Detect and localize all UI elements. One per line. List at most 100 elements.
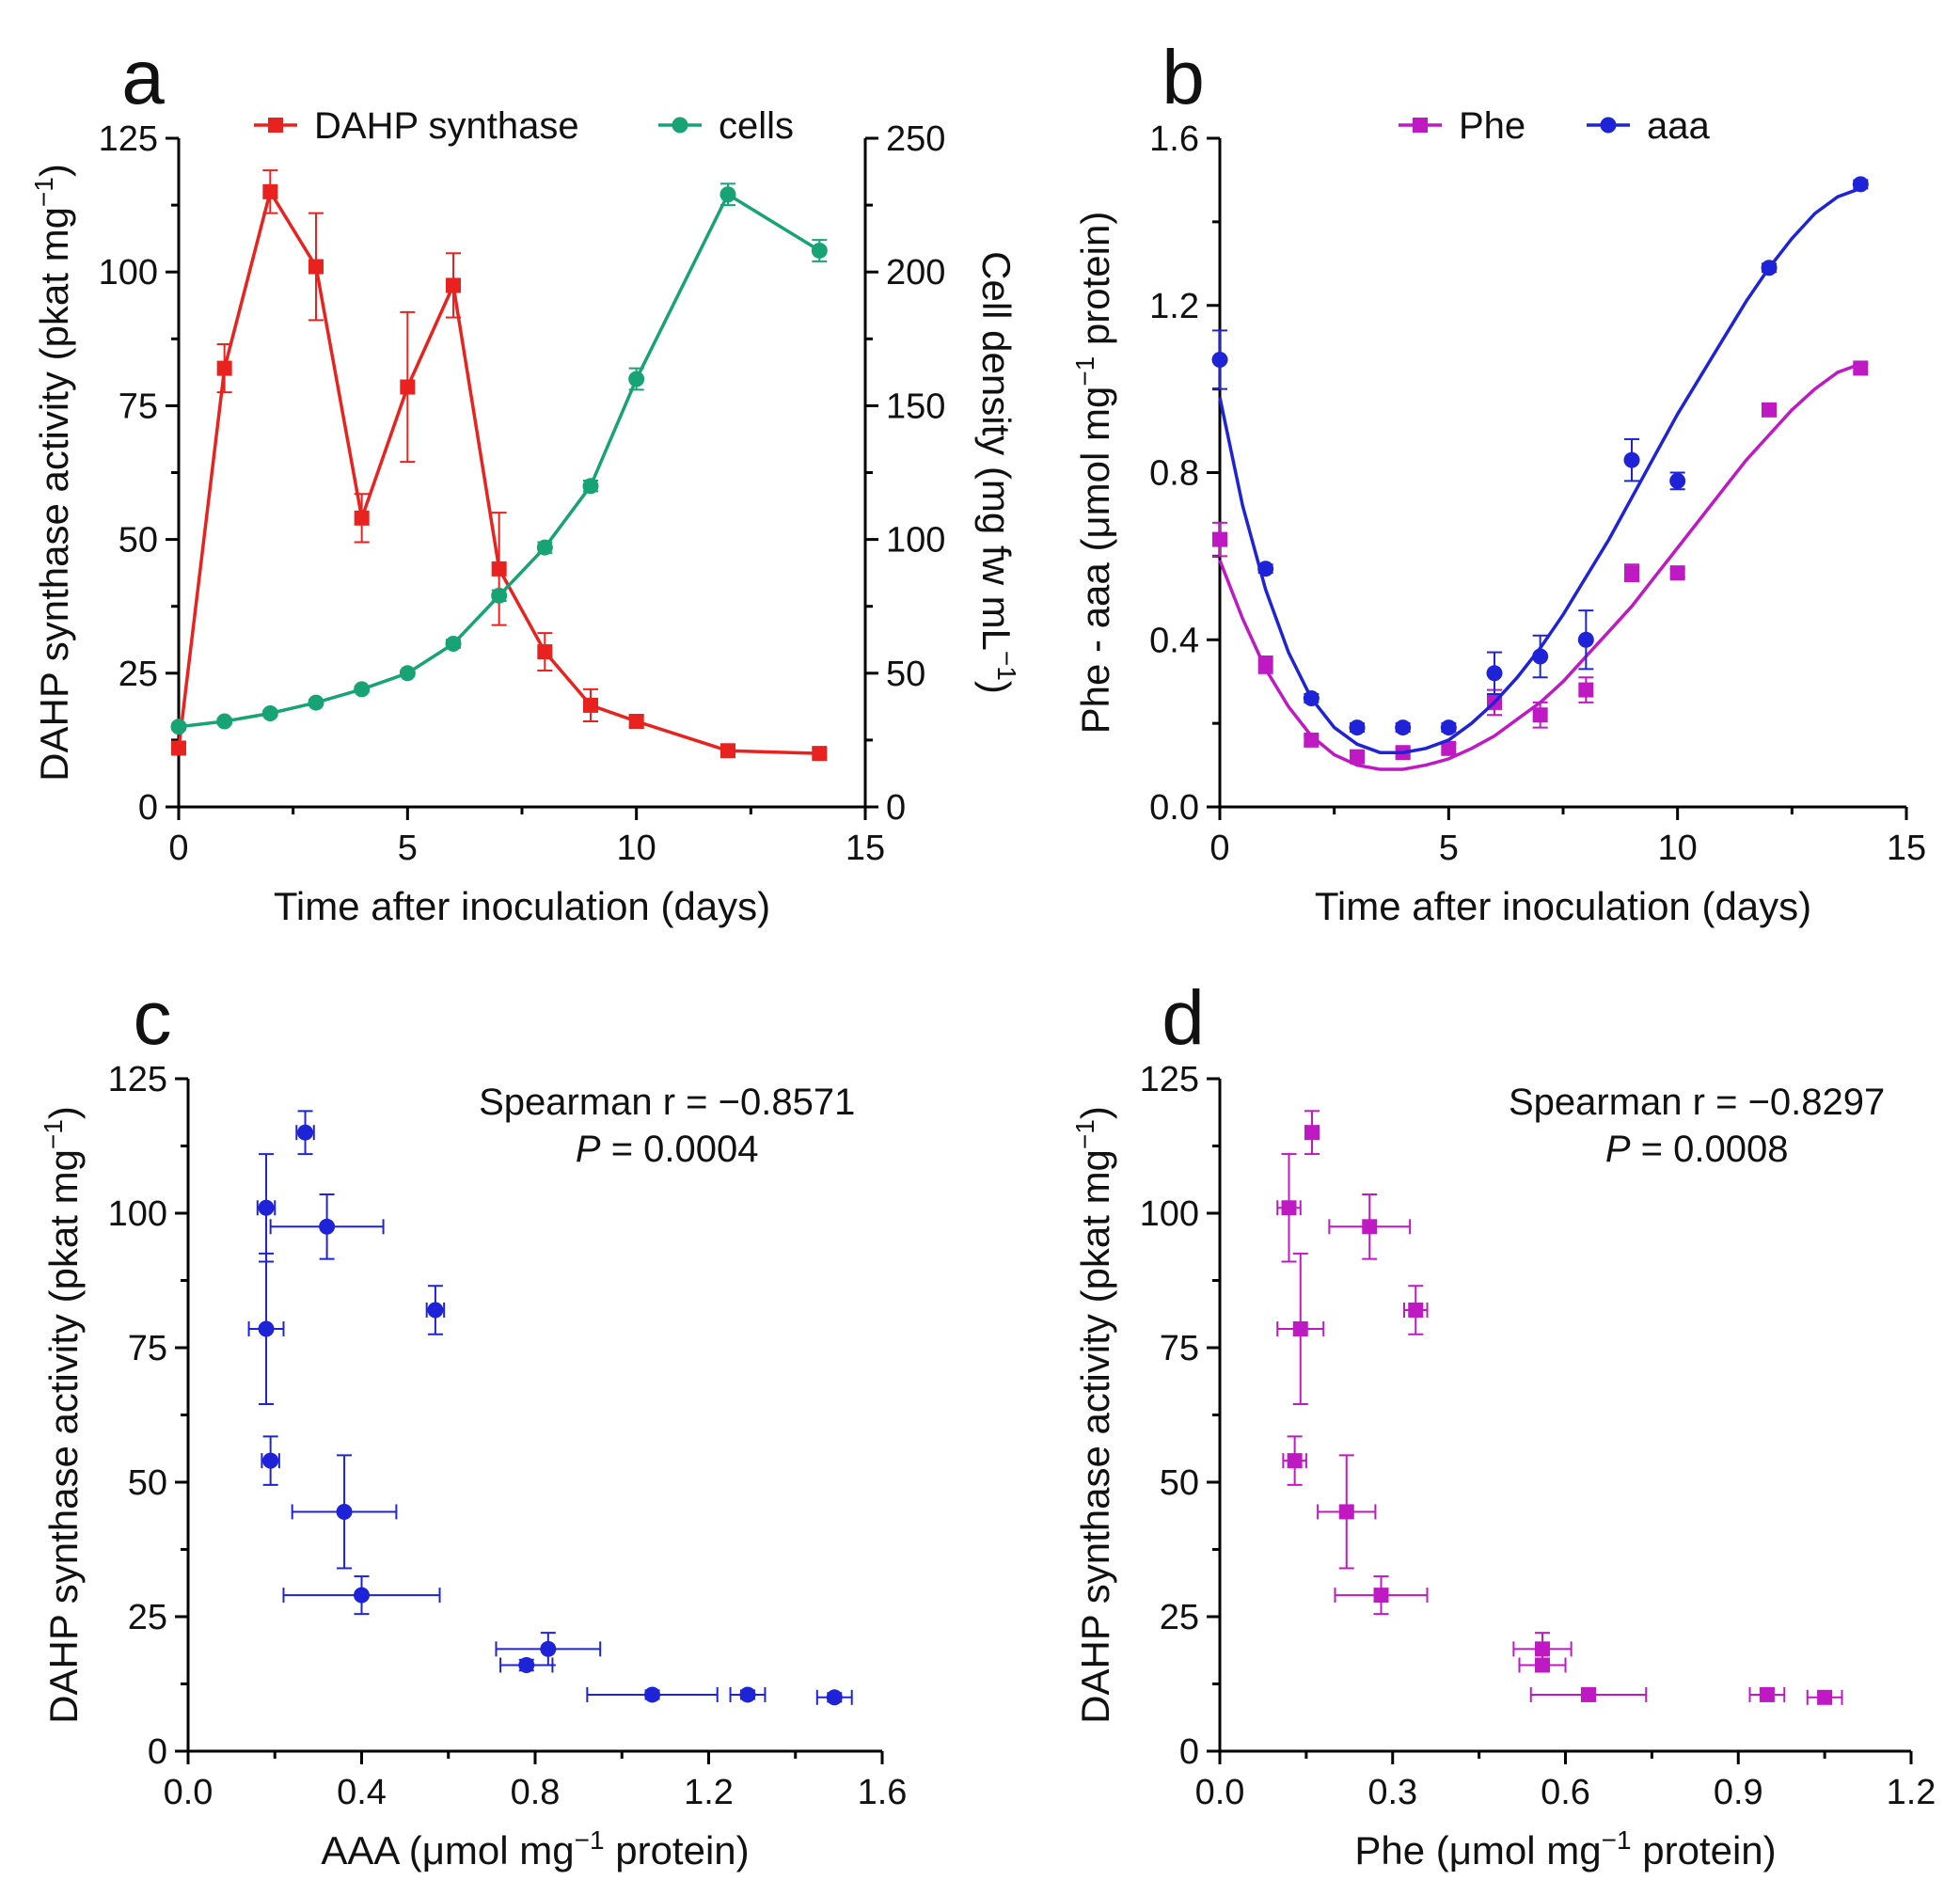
legend-label: Phe [1459, 105, 1525, 147]
panel-letter: a [121, 35, 165, 120]
y-axis-title: Phe - aaa (μmol mg−1 protein) [1070, 212, 1117, 735]
data-point [258, 1320, 275, 1337]
x-tick-label: 0 [1209, 829, 1229, 868]
y2-tick-label: 250 [886, 119, 945, 159]
data-point [536, 539, 553, 556]
data-point [1211, 352, 1228, 369]
data-point [1759, 1686, 1775, 1702]
x-tick-label: 0.8 [511, 1773, 561, 1812]
spearman-r: Spearman r = −0.8297 [1509, 1082, 1885, 1123]
data-point [1304, 732, 1320, 748]
data-point [812, 746, 828, 762]
y-tick-label: 0 [148, 1732, 167, 1772]
panel-c: c 0.0 0.4 0.8 1.2 1.6 0 25 50 75 100 125 AAA (μmol m… [39, 975, 907, 1872]
x-tick-label: 5 [1439, 829, 1459, 868]
y-tick-label: 0 [1179, 1732, 1199, 1772]
y2-axis-title: Cell density (mg fw mL−1) [974, 251, 1021, 694]
y-tick-label: 1.2 [1149, 287, 1199, 326]
data-point [1669, 565, 1685, 581]
data-point [1624, 565, 1639, 581]
y-tick-label: 100 [99, 253, 158, 292]
y-tick-label: 0.8 [1149, 454, 1199, 494]
legend-label: aaa [1647, 105, 1710, 147]
y2-tick-label: 50 [886, 655, 925, 694]
y-tick-label: 0.0 [1149, 788, 1199, 828]
data-point [1532, 707, 1548, 723]
data-point [354, 510, 370, 526]
x-tick-label: 0.0 [1195, 1773, 1245, 1812]
data-point [1535, 1657, 1550, 1673]
data-point [308, 259, 324, 275]
x-axis-title: Time after inoculation (days) [274, 884, 770, 928]
panel-letter: d [1162, 975, 1205, 1061]
data-point [262, 1452, 279, 1469]
data-point [399, 665, 416, 682]
data-point [1440, 719, 1457, 736]
y-tick-label: 0.4 [1149, 621, 1199, 660]
y-tick-label: 50 [119, 521, 158, 561]
data-point [628, 713, 644, 729]
data-point [1395, 719, 1412, 736]
legend-marker [1600, 117, 1617, 134]
series-phe-vs-dahp-synthase [1276, 1110, 1843, 1705]
x-tick-label: 1.6 [858, 1773, 908, 1812]
series-phe [1212, 360, 1869, 771]
data-point [1852, 176, 1869, 193]
y-tick-label: 1.6 [1149, 119, 1199, 159]
data-point [1486, 665, 1503, 682]
data-point [1362, 1219, 1378, 1235]
data-point [262, 183, 278, 199]
data-point [719, 186, 736, 203]
data-point [826, 1689, 843, 1706]
data-point [354, 681, 371, 698]
data-point [1349, 719, 1366, 736]
data-point [1535, 1641, 1550, 1657]
series-line [177, 187, 820, 755]
y2-tick-label: 100 [886, 521, 945, 561]
spearman-r: Spearman r = −0.8571 [479, 1082, 855, 1123]
data-point [171, 740, 186, 756]
legend: DAHP synthase cells [254, 105, 794, 147]
x-tick-label: 0 [168, 829, 188, 868]
series-cells [170, 182, 828, 735]
y-axis-title: DAHP synthase activity (pkat mg−1) [39, 1106, 86, 1724]
data-point [540, 1640, 557, 1657]
y2-tick-label: 0 [886, 788, 906, 828]
y-tick-label: 50 [128, 1463, 167, 1503]
data-point [1581, 1686, 1596, 1702]
data-point [1287, 1453, 1303, 1469]
data-point [1441, 740, 1457, 756]
y-tick-label: 125 [108, 1060, 167, 1099]
data-point [258, 1199, 275, 1216]
legend-label: cells [719, 105, 794, 147]
data-point [1577, 631, 1594, 648]
data-point [354, 1587, 370, 1604]
series-dahp-synthase [171, 169, 828, 762]
data-point [1212, 531, 1227, 547]
x-tick-label: 0.9 [1714, 1773, 1763, 1812]
x-axis-title: Time after inoculation (days) [1315, 884, 1811, 928]
data-point [1303, 689, 1320, 706]
data-point [491, 561, 507, 577]
y-tick-label: 75 [119, 387, 158, 426]
x-tick-label: 10 [617, 829, 656, 868]
data-point [811, 242, 828, 259]
data-point [1257, 561, 1274, 577]
y-tick-label: 25 [1160, 1598, 1199, 1637]
data-point [336, 1503, 353, 1520]
data-point [583, 697, 598, 713]
legend-marker [268, 118, 283, 133]
p-value: P = 0.0004 [576, 1129, 759, 1170]
legend-marker [1413, 118, 1428, 133]
series-line [178, 192, 821, 729]
data-point [319, 1218, 336, 1235]
data-point [518, 1656, 535, 1673]
legend: Phe aaa [1399, 105, 1710, 147]
y-tick-label: 25 [119, 655, 158, 694]
x-tick-label: 5 [398, 829, 418, 868]
x-axis-title: Phe (μmol mg−1 protein) [1354, 1825, 1776, 1872]
data-point [644, 1686, 661, 1703]
data-point [1853, 360, 1869, 376]
data-point [261, 704, 278, 721]
